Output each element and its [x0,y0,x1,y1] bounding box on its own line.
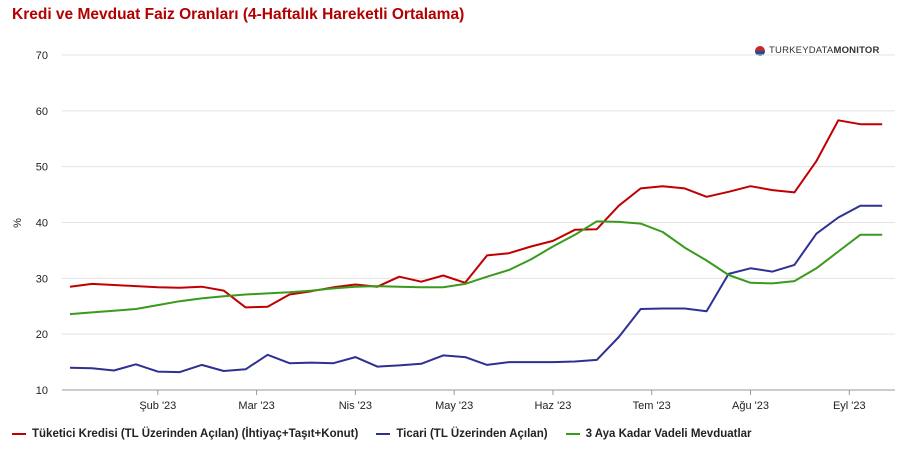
legend-swatch [376,433,391,435]
logo-text-bold: MONITOR [833,45,880,56]
chart-legend: Tüketici Kredisi (TL Üzerinden Açılan) (… [12,428,752,440]
legend-label: Ticari (TL Üzerinden Açılan) [396,428,548,440]
y-axis-label: % [12,218,24,228]
x-tick-label: Ağu '23 [732,400,769,412]
x-tick-label: May '23 [435,400,473,412]
legend-label: 3 Aya Kadar Vadeli Mevduatlar [585,428,752,440]
y-tick-label: 10 [36,385,48,397]
x-tick-label: Haz '23 [534,400,571,412]
y-tick-label: 30 [36,273,48,285]
chart-title: Kredi ve Mevduat Faiz Oranları (4-Haftal… [12,6,465,23]
x-tick-label: Tem '23 [633,400,671,412]
legend-item-2[interactable]: 3 Aya Kadar Vadeli Mevduatlar [565,428,752,440]
logo-icon [755,45,765,56]
y-tick-label: 50 [36,162,48,174]
x-tick-label: Eyl '23 [833,400,866,412]
y-tick-label: 40 [36,218,48,230]
x-tick-label: Şub '23 [139,400,176,412]
y-tick-label: 70 [36,50,48,62]
legend-label: Tüketici Kredisi (TL Üzerinden Açılan) (… [32,428,359,440]
x-tick-label: Mar '23 [238,400,274,412]
series-line-1 [69,204,883,374]
legend-swatch [565,433,580,435]
series-line-0 [69,119,883,309]
y-tick-label: 20 [36,329,48,341]
series-lines [69,119,883,374]
x-axis: Şub '23 Mar '23 Nis '23 May '23 Haz '23 Tem '… [62,389,895,412]
grid-lines [62,54,895,391]
y-axis: 10 20 30 40 50 60 70 [36,50,48,397]
logo-text-light: TURKEYDATA [769,45,834,56]
legend-item-0[interactable]: Tüketici Kredisi (TL Üzerinden Açılan) (… [12,428,358,440]
y-tick-label: 60 [36,106,48,118]
brand-logo: TURKEYDATA MONITOR [755,45,880,56]
legend-item-1[interactable]: Ticari (TL Üzerinden Açılan) [376,428,548,440]
x-tick-label: Nis '23 [339,400,372,412]
series-line-2 [69,220,883,316]
legend-swatch [12,433,26,435]
